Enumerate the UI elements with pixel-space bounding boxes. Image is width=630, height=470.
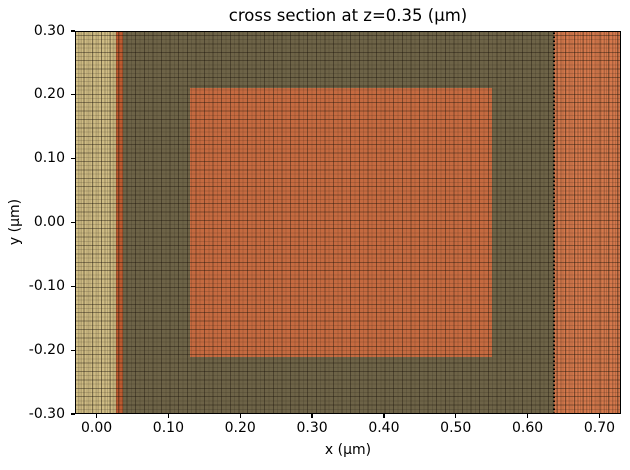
y-tick-label: -0.20 [28, 341, 65, 358]
chart-title: cross section at z=0.35 (μm) [228, 6, 468, 25]
y-tick-label: -0.30 [28, 405, 65, 422]
y-tick-mark [71, 158, 75, 160]
left-slab-region [75, 31, 116, 414]
thin-liner-region [115, 31, 124, 414]
x-tick-mark [527, 414, 529, 418]
y-tick-label: 0.10 [33, 150, 65, 167]
plot-area [75, 31, 621, 414]
y-tick-label: 0.20 [33, 86, 65, 103]
boundary-dotted-line [553, 31, 555, 414]
x-tick-label: 0.00 [80, 420, 113, 436]
y-tick-mark [71, 221, 75, 224]
x-tick-mark [383, 414, 385, 418]
y-tick-label: -0.10 [28, 277, 65, 294]
x-tick-mark [311, 414, 313, 418]
y-tick-label: 0.30 [33, 22, 65, 39]
x-tick-mark [95, 414, 98, 418]
y-tick-mark [71, 94, 75, 96]
x-tick-mark [239, 414, 241, 418]
y-tick-mark [71, 349, 75, 351]
y-tick-label: 0.00 [33, 214, 65, 230]
x-tick-mark [455, 414, 457, 418]
x-tick-label: 0.60 [512, 420, 544, 436]
x-tick-label: 0.70 [583, 420, 616, 436]
y-tick-mark [71, 30, 75, 32]
y-tick-mark [71, 413, 75, 415]
x-tick-mark [598, 414, 601, 418]
core-block-region [189, 88, 492, 357]
x-axis-label: x (μm) [324, 442, 372, 458]
x-tick-label: 0.30 [296, 420, 328, 436]
x-tick-label: 0.20 [224, 420, 256, 436]
right-slab-region [554, 31, 621, 414]
y-tick-mark [71, 285, 75, 287]
x-tick-label: 0.50 [440, 420, 472, 436]
x-tick-label: 0.10 [152, 420, 184, 436]
x-tick-mark [167, 414, 169, 418]
x-tick-label: 0.40 [368, 420, 400, 436]
